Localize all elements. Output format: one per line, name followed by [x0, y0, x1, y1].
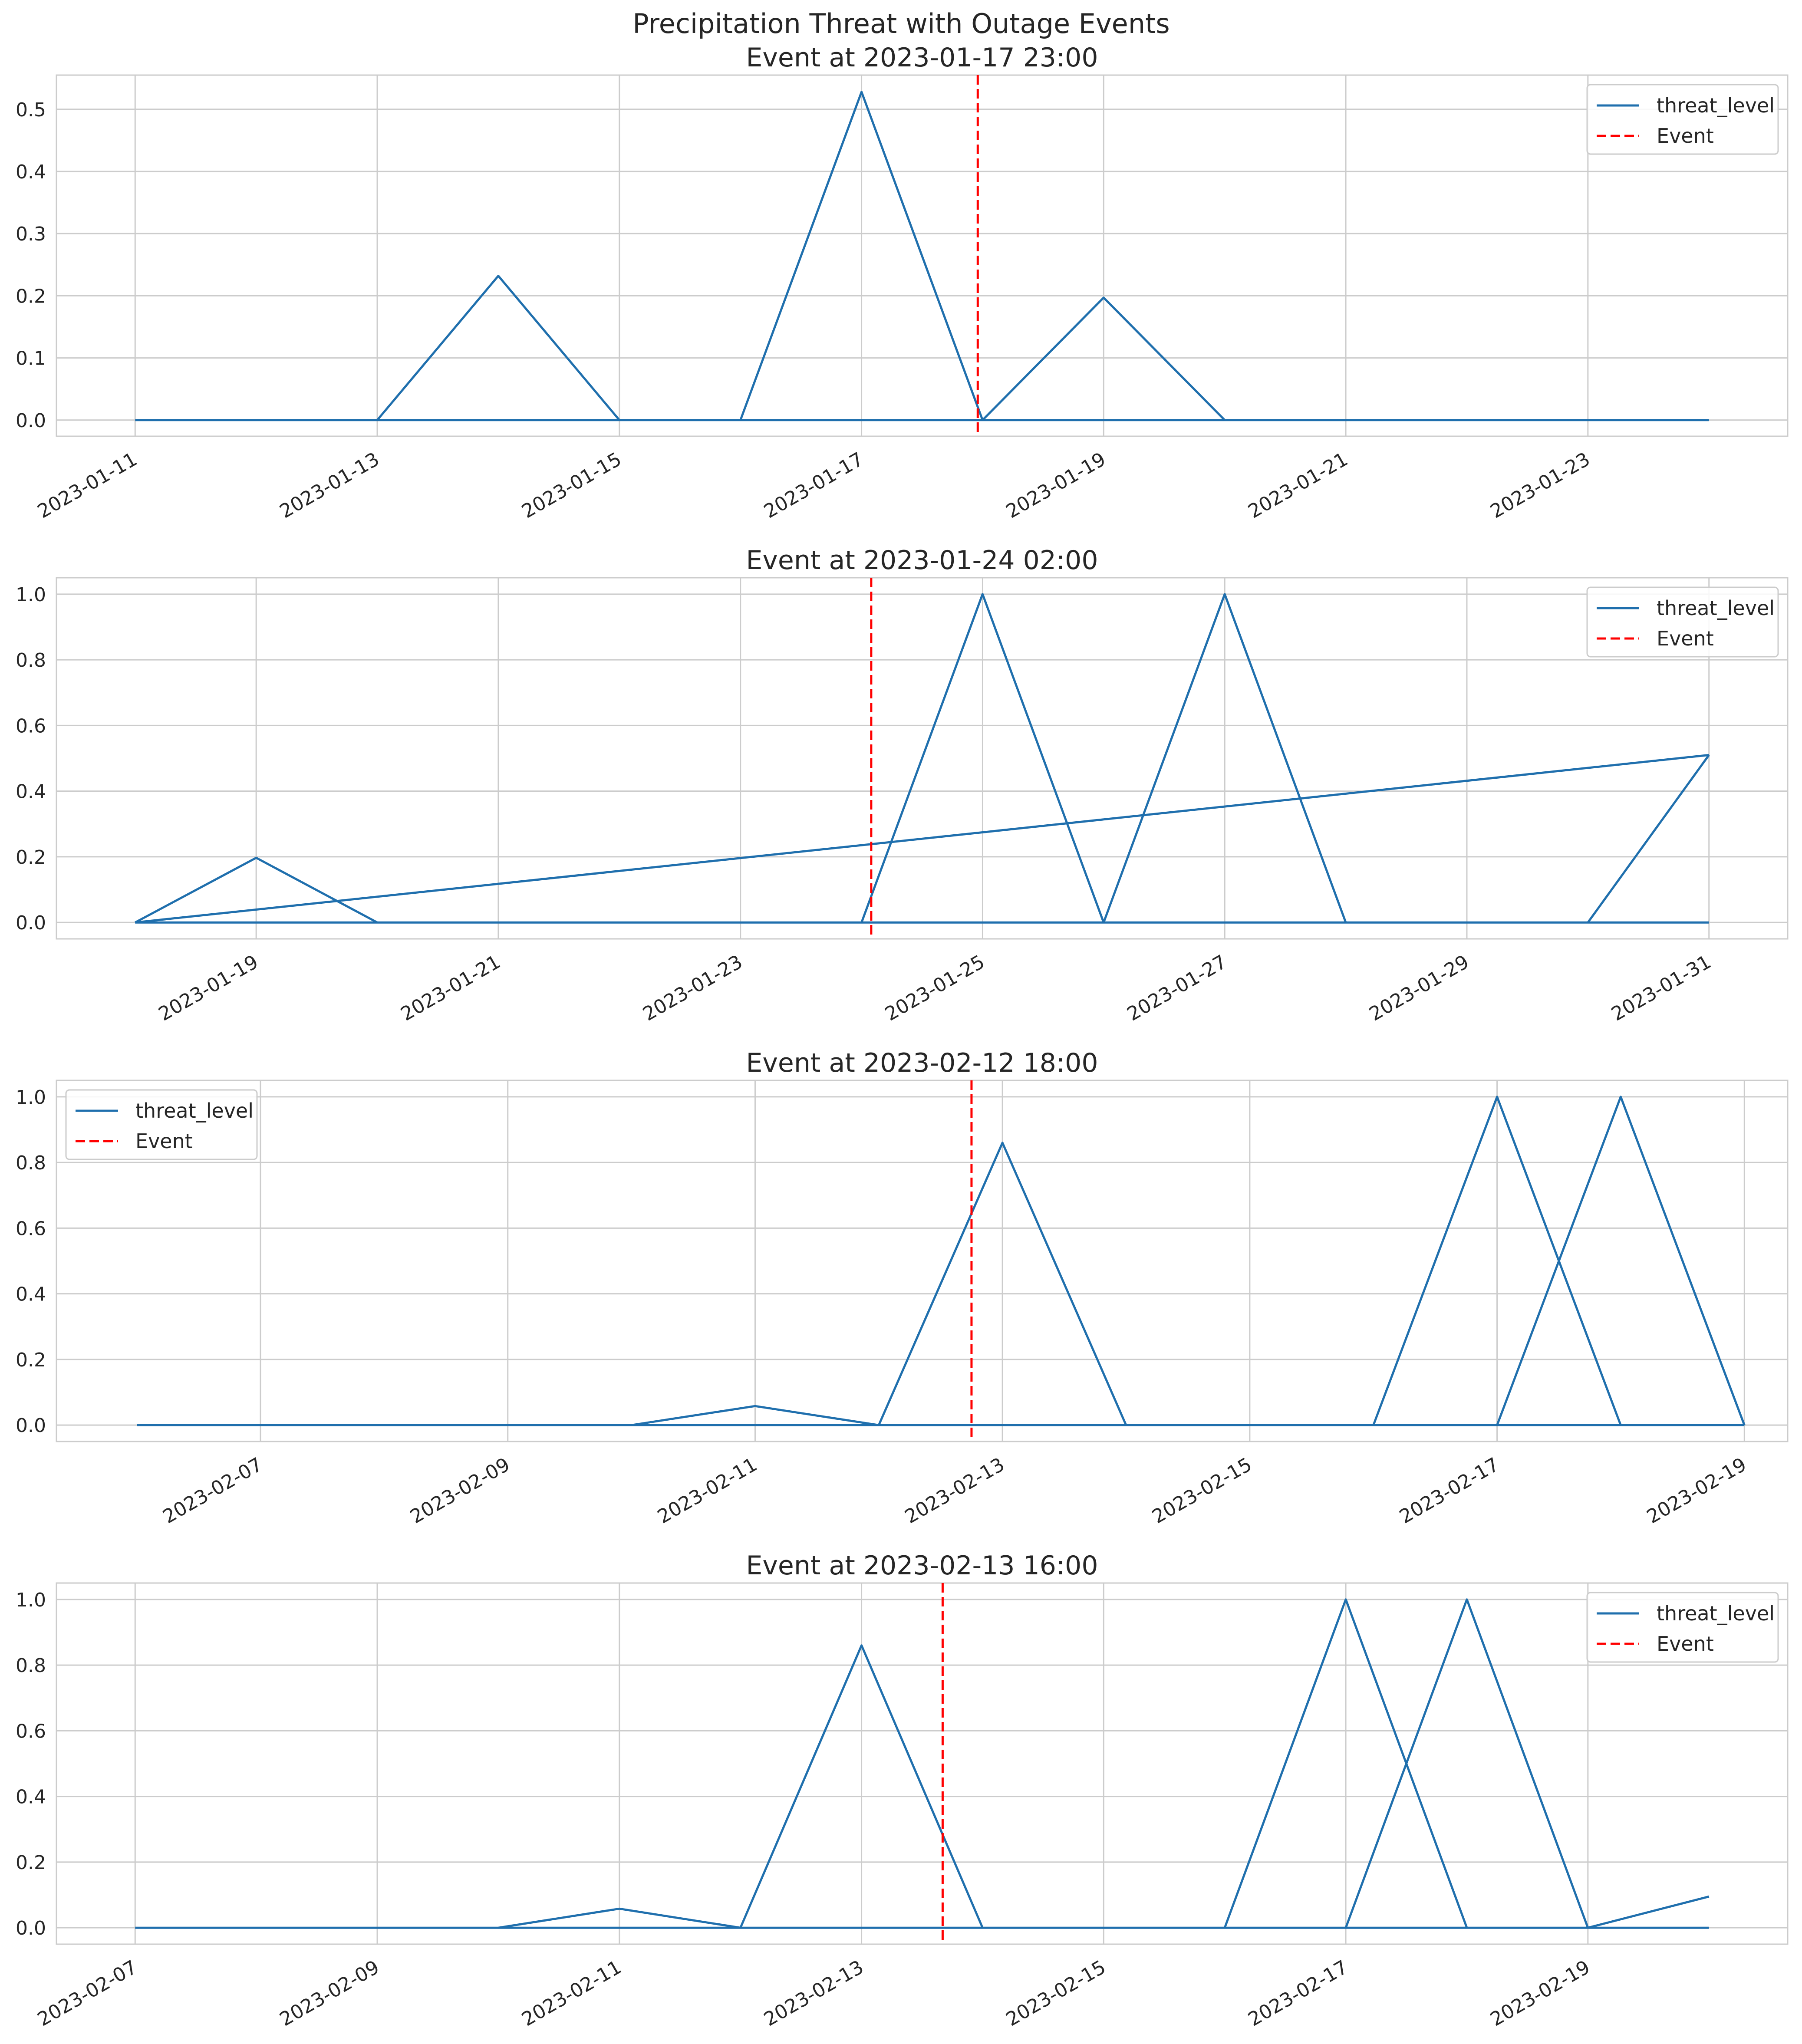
figure-suptitle: Precipitation Threat with Outage Events	[633, 8, 1169, 39]
subplot-title: Event at 2023-01-24 02:00	[746, 545, 1098, 576]
y-tick-label: 0.1	[16, 348, 46, 370]
threat-level-line	[135, 754, 1709, 924]
legend-event-label: Event	[1657, 124, 1714, 148]
legend: threat_level Event	[1586, 84, 1779, 155]
y-tick-label: 0.0	[16, 1917, 46, 1939]
legend-box	[1586, 84, 1779, 155]
threat-level-line	[1344, 1598, 1589, 1929]
threat-level-line	[860, 593, 1105, 923]
legend: threat_level Event	[65, 1089, 258, 1160]
threat-level-line	[1587, 754, 1710, 923]
threat-level-line	[1588, 1895, 1710, 1929]
axes-frame	[56, 1582, 1789, 1945]
legend: threat_level Event	[1586, 1592, 1779, 1663]
threat-level-line	[376, 275, 620, 421]
legend-event-label: Event	[135, 1129, 193, 1153]
threat-level-line	[739, 91, 984, 421]
subplot-title: Event at 2023-02-12 18:00	[746, 1048, 1098, 1078]
y-tick-label: 0.0	[16, 1415, 46, 1437]
y-tick-label: 0.8	[16, 649, 46, 671]
subplot-title: Event at 2023-02-13 16:00	[746, 1550, 1098, 1581]
legend-line-label: threat_level	[1657, 596, 1775, 620]
y-tick-label: 0.0	[16, 912, 46, 934]
subplot-title: Event at 2023-01-17 23:00	[746, 43, 1098, 73]
legend-event-label: Event	[1657, 627, 1714, 650]
y-tick-label: 0.8	[16, 1655, 46, 1677]
y-tick-label: 1.0	[16, 584, 46, 606]
threat-level-line	[982, 296, 1225, 421]
y-tick-label: 1.0	[16, 1086, 46, 1109]
y-tick-label: 0.4	[16, 1786, 46, 1808]
legend: threat_level Event	[1586, 586, 1779, 658]
y-tick-label: 0.2	[16, 285, 46, 307]
legend-box	[65, 1089, 258, 1160]
legend-box	[1586, 586, 1779, 658]
y-tick-label: 0.2	[16, 1852, 46, 1874]
y-tick-label: 0.4	[16, 161, 46, 183]
y-tick-label: 0.6	[16, 715, 46, 737]
y-tick-label: 0.2	[16, 1349, 46, 1371]
legend-line-label: threat_level	[1657, 94, 1775, 117]
threat-level-line	[878, 1142, 1127, 1426]
threat-level-line	[1223, 1598, 1468, 1929]
threat-level-line	[631, 1405, 879, 1426]
y-tick-label: 0.4	[16, 781, 46, 803]
y-tick-label: 0.0	[16, 410, 46, 432]
y-tick-label: 0.6	[16, 1218, 46, 1240]
y-tick-label: 0.4	[16, 1284, 46, 1306]
threat-level-line	[1496, 1096, 1746, 1426]
legend-box	[1586, 1592, 1779, 1663]
axes-frame	[56, 1080, 1789, 1442]
y-tick-label: 0.6	[16, 1720, 46, 1742]
y-tick-label: 1.0	[16, 1589, 46, 1611]
legend-line-label: threat_level	[1657, 1602, 1775, 1625]
y-tick-label: 0.5	[16, 99, 46, 121]
axes-frame	[56, 74, 1789, 437]
threat-level-line	[1372, 1096, 1622, 1426]
threat-level-line	[1102, 593, 1347, 923]
axes-frame	[56, 577, 1789, 940]
y-tick-label: 0.3	[16, 223, 46, 245]
legend-event-label: Event	[1657, 1632, 1714, 1656]
legend-line-label: threat_level	[135, 1099, 254, 1122]
y-tick-label: 0.2	[16, 846, 46, 869]
threat-level-line	[498, 1907, 741, 1929]
y-tick-label: 0.8	[16, 1152, 46, 1174]
